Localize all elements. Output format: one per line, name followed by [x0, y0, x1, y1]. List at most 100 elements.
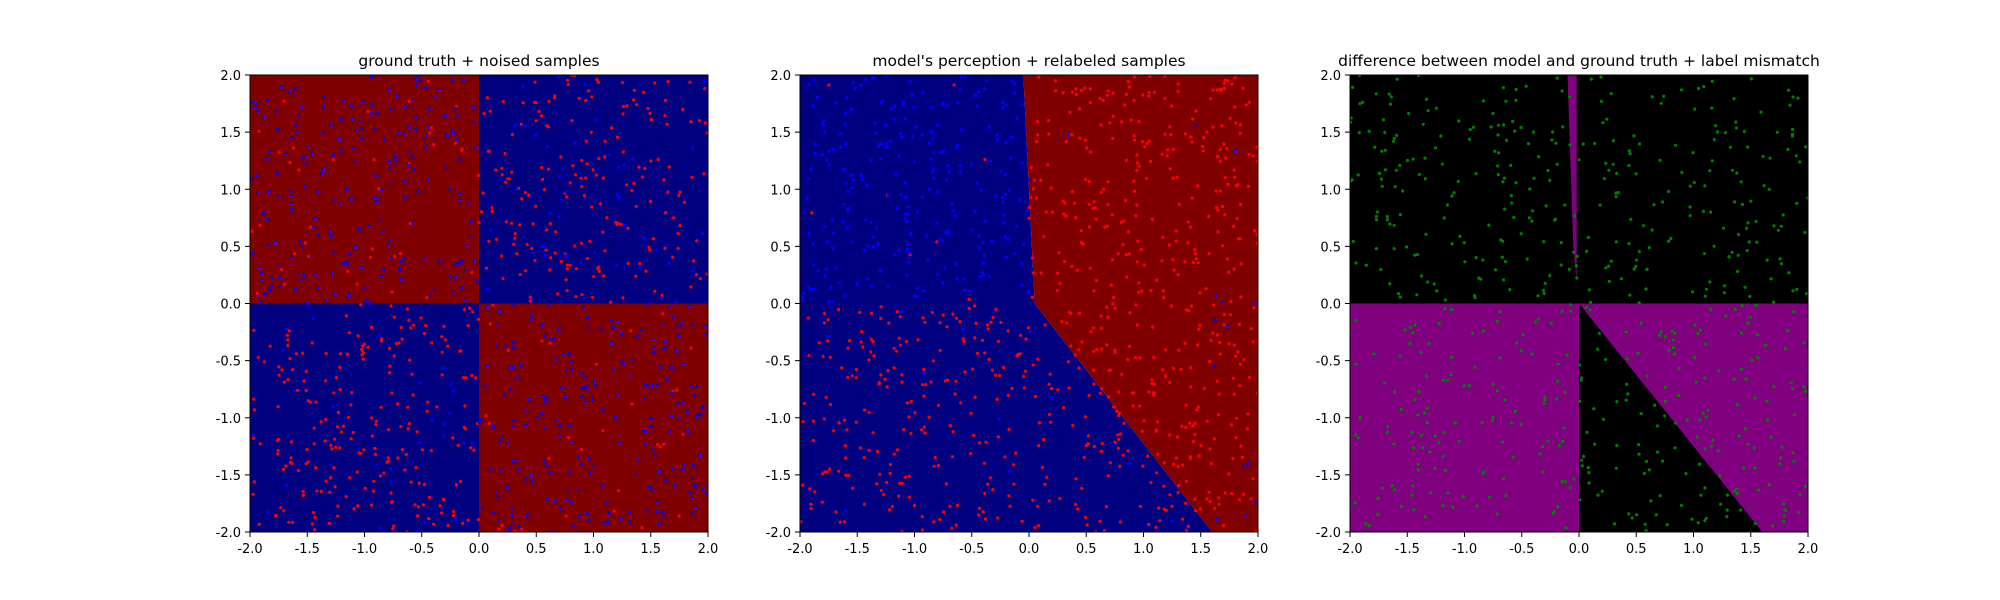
- sample-point: [701, 487, 706, 491]
- sample-point: [585, 315, 590, 320]
- sample-point: [408, 222, 412, 226]
- sample-point: [1736, 253, 1740, 257]
- sample-point: [1079, 229, 1083, 233]
- sample-point: [1658, 494, 1662, 498]
- sample-point: [912, 160, 916, 164]
- sample-point: [583, 82, 587, 86]
- sample-point: [898, 481, 902, 485]
- sample-point: [801, 420, 805, 424]
- sample-point: [677, 334, 681, 338]
- sample-point: [1174, 229, 1178, 233]
- sample-point: [1753, 521, 1757, 526]
- sample-point: [1124, 198, 1128, 202]
- sample-point: [284, 483, 288, 487]
- sample-point: [822, 321, 827, 325]
- sample-point: [1228, 313, 1232, 317]
- sample-point: [1725, 508, 1729, 512]
- sample-point: [558, 424, 562, 428]
- sample-point: [626, 226, 630, 230]
- sample-point: [841, 220, 845, 224]
- sample-point: [1663, 385, 1667, 389]
- sample-point: [827, 299, 831, 303]
- sample-point: [922, 425, 927, 429]
- sample-point: [1044, 210, 1048, 214]
- sample-point: [1211, 125, 1215, 129]
- sample-point: [1680, 503, 1684, 507]
- sample-point: [845, 96, 849, 100]
- sample-point: [323, 439, 327, 443]
- sample-point: [1761, 154, 1765, 159]
- sample-point: [389, 108, 393, 112]
- sample-point: [1527, 216, 1531, 220]
- sample-point: [1607, 264, 1611, 268]
- sample-point: [665, 377, 669, 381]
- sample-point: [404, 452, 408, 457]
- sample-point: [1135, 260, 1139, 264]
- sample-point: [263, 115, 267, 120]
- sample-point: [1696, 521, 1700, 525]
- sample-point: [1147, 522, 1151, 527]
- sample-point: [359, 137, 363, 141]
- sample-point: [1787, 271, 1791, 275]
- sample-point: [892, 346, 896, 350]
- sample-point: [516, 376, 520, 380]
- sample-point: [397, 341, 401, 345]
- sample-point: [691, 463, 696, 467]
- sample-point: [289, 440, 293, 444]
- sample-point: [1703, 376, 1707, 380]
- sample-point: [1074, 477, 1078, 481]
- sample-point: [1512, 215, 1516, 220]
- sample-point: [1666, 189, 1671, 194]
- sample-point: [823, 470, 827, 474]
- sample-point: [1141, 93, 1145, 97]
- sample-point: [1150, 217, 1154, 221]
- sample-point: [1358, 416, 1362, 420]
- sample-point: [932, 520, 936, 524]
- sample-point: [813, 142, 818, 146]
- sample-point: [419, 316, 423, 320]
- sample-point: [1128, 344, 1132, 348]
- sample-point: [432, 143, 436, 147]
- sample-point: [1410, 430, 1414, 434]
- sample-point: [1136, 161, 1140, 165]
- sample-point: [291, 146, 295, 150]
- sample-point: [1201, 149, 1205, 153]
- sample-point: [456, 114, 460, 118]
- sample-point: [1226, 79, 1230, 83]
- sample-point: [423, 257, 427, 261]
- sample-point: [694, 483, 698, 488]
- sample-point: [593, 384, 597, 388]
- sample-point: [564, 190, 568, 194]
- sample-point: [643, 397, 647, 401]
- sample-point: [1181, 517, 1185, 521]
- sample-point: [403, 180, 407, 184]
- sample-point: [883, 377, 887, 381]
- sample-point: [689, 120, 693, 124]
- sample-point: [400, 337, 404, 341]
- sample-point: [296, 468, 300, 472]
- sample-point: [872, 76, 877, 80]
- sample-point: [1035, 119, 1040, 124]
- sample-point: [1536, 294, 1540, 298]
- sample-point: [439, 259, 443, 263]
- sample-point: [564, 278, 568, 282]
- sample-point: [893, 104, 897, 108]
- y-tick-label: -1.0: [766, 412, 791, 427]
- sample-point: [813, 490, 817, 494]
- x-tick-label: 1.5: [1190, 542, 1211, 557]
- sample-point: [896, 249, 901, 253]
- sample-point: [1023, 128, 1027, 132]
- plot-area: -2.0 -1.5 -1.0 -0.5 0.0 0.5 1.0 1.5 2.0-2.0-1.5-…: [766, 69, 1269, 557]
- sample-point: [1495, 512, 1499, 516]
- sample-point: [429, 126, 434, 130]
- sample-point: [461, 78, 466, 82]
- sample-point: [506, 348, 510, 352]
- sample-point: [590, 295, 595, 299]
- sample-point: [1585, 430, 1589, 434]
- sample-point: [567, 352, 571, 356]
- sample-point: [1637, 301, 1641, 305]
- sample-point: [844, 509, 848, 513]
- sample-point: [869, 221, 873, 225]
- sample-point: [454, 275, 458, 279]
- sample-point: [1670, 329, 1674, 333]
